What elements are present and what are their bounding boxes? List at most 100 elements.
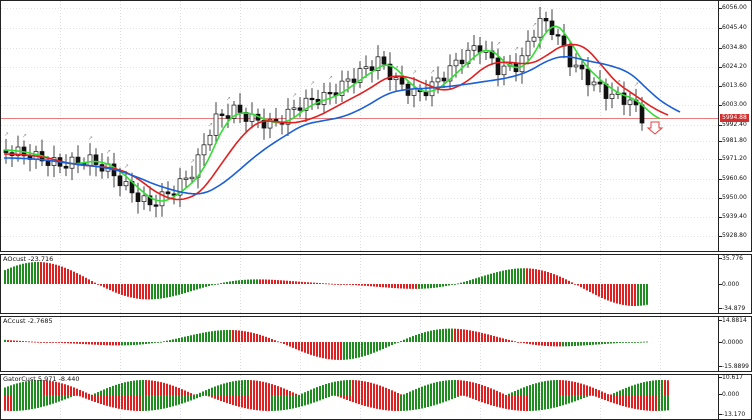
gator-upper-bar — [286, 389, 288, 395]
ao-histogram[interactable] — [0, 254, 752, 314]
gator-upper-bar — [67, 385, 69, 395]
histogram-bar — [88, 342, 90, 345]
gator-lower-bar — [217, 395, 219, 400]
histogram-bar — [25, 263, 27, 284]
ac-histogram[interactable] — [0, 316, 752, 372]
histogram-bar — [13, 340, 15, 342]
gator-indicator-pane[interactable]: GatorCust 5.971 -8.440 10.617 0.000 -13.… — [0, 374, 752, 420]
histogram-bar — [418, 333, 420, 342]
gator-lower-bar — [538, 395, 540, 411]
histogram-bar — [451, 328, 453, 342]
price-chart-pane[interactable]: ↗ ↗ ↗ ↗ ↗ ↗ ↗ ↗ ↗ ↗ ↗ ↗ ↗ ↗ ↗ ↗ ↗ ↗ ↗ ↗ 6056.00 6045.40 603… — [0, 0, 752, 252]
ao-indicator-pane[interactable]: AOcust -23.716 35.776 0.000 -34.879 — [0, 254, 752, 314]
gator-lower-bar — [121, 395, 123, 410]
gator-lower-bar — [304, 395, 306, 406]
histogram-bar — [283, 342, 285, 344]
histogram-bar — [472, 279, 474, 284]
gator-upper-bar — [43, 380, 45, 395]
histogram-bar — [634, 342, 636, 343]
histogram-bar — [232, 280, 234, 284]
histogram-bar — [121, 342, 123, 346]
gator-lower-bar — [226, 395, 228, 404]
histogram-bar — [7, 340, 9, 342]
gator-lower-bar — [265, 395, 267, 411]
gator-upper-bar — [49, 380, 51, 395]
fractal-marker: ↗ — [634, 81, 639, 88]
histogram-bar — [181, 337, 183, 342]
teeth-ma-line — [3, 43, 669, 201]
gator-upper-bar — [79, 389, 81, 395]
gator-lower-bar — [67, 395, 69, 399]
gator-upper-bar — [277, 386, 279, 395]
gator-lower-bar — [643, 395, 645, 411]
histogram-bar — [46, 262, 48, 284]
gator-upper-bar — [502, 393, 504, 395]
gator-lower-bar — [388, 395, 390, 411]
gator-lower-bar — [547, 395, 549, 410]
gator-lower-bar — [193, 395, 195, 400]
gator-axis-label: 0.000 — [722, 391, 740, 398]
gator-lower-bar — [400, 395, 402, 411]
histogram-bar — [40, 262, 42, 284]
gator-lower-bar — [628, 395, 630, 408]
gator-lower-bar — [319, 395, 321, 401]
histogram-bar — [379, 342, 381, 351]
histogram-bar — [604, 284, 606, 300]
histogram-bar — [142, 342, 144, 345]
ac-axis-label: 0.0000 — [722, 339, 743, 346]
candle-body — [459, 59, 465, 65]
histogram-bar — [238, 280, 240, 284]
gator-lower-bar — [487, 395, 489, 405]
histogram-bar — [628, 284, 630, 306]
gator-lower-bar — [283, 395, 285, 411]
gator-lower-bar — [325, 395, 327, 399]
histogram-bar — [403, 284, 405, 289]
histogram-bar — [415, 284, 417, 289]
histogram-bar — [496, 336, 498, 342]
histogram-bar — [187, 284, 189, 293]
gator-upper-bar — [580, 383, 582, 395]
gator-upper-bar — [532, 384, 534, 395]
gator-upper-bar — [358, 380, 360, 395]
gator-upper-bar — [115, 384, 117, 395]
histogram-bar — [616, 284, 618, 304]
gator-upper-bar — [403, 394, 405, 396]
gator-lower-bar — [76, 395, 78, 396]
candle-body — [309, 97, 315, 101]
gator-lower-bar — [136, 395, 138, 411]
gator-lower-bar — [646, 395, 648, 411]
gator-histogram[interactable] — [0, 374, 752, 420]
gator-upper-bar — [130, 381, 132, 395]
histogram-bar — [469, 280, 471, 284]
histogram-bar — [139, 284, 141, 299]
gator-lower-bar — [262, 395, 264, 411]
gator-upper-bar — [454, 380, 456, 395]
gator-upper-bar — [259, 381, 261, 395]
histogram-bar — [157, 342, 159, 343]
histogram-bar — [574, 283, 576, 285]
gator-upper-bar — [40, 380, 42, 395]
histogram-bar — [316, 342, 318, 357]
gator-upper-bar — [655, 380, 657, 395]
gator-upper-bar — [481, 384, 483, 395]
histogram-bar — [55, 342, 57, 343]
histogram-bar — [268, 337, 270, 342]
gator-upper-bar — [307, 390, 309, 395]
gator-lower-bar — [505, 395, 507, 409]
ac-indicator-pane[interactable]: ACcust -2.7685 14.8814 0.0000 -15.8899 — [0, 316, 752, 372]
histogram-bar — [328, 283, 330, 285]
fractal-marker: ↗ — [310, 80, 315, 87]
gator-lower-bar — [472, 395, 474, 399]
histogram-bar — [529, 268, 531, 284]
price-chart[interactable]: ↗ ↗ ↗ ↗ ↗ ↗ ↗ ↗ ↗ ↗ ↗ ↗ ↗ ↗ ↗ ↗ ↗ ↗ ↗ ↗ — [0, 0, 752, 252]
histogram-bar — [274, 340, 276, 342]
histogram-bar — [52, 263, 54, 284]
gator-lower-bar — [199, 395, 201, 398]
candle-body — [177, 178, 183, 196]
histogram-bar — [490, 335, 492, 342]
histogram-bar — [184, 336, 186, 342]
gator-lower-bar — [52, 395, 54, 404]
histogram-bar — [151, 284, 153, 300]
histogram-bar — [343, 342, 345, 360]
histogram-bar — [598, 342, 600, 345]
